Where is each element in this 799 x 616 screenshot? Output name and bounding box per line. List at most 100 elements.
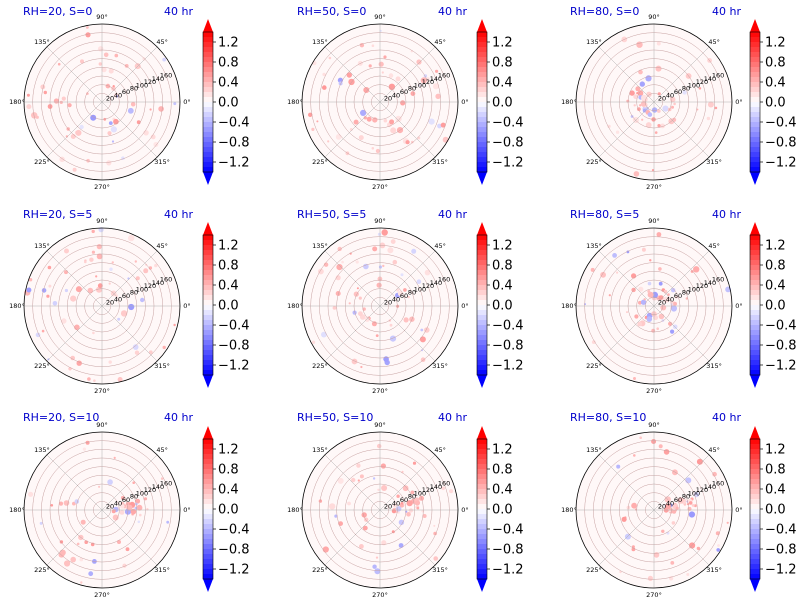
radial-tick-label: 100	[688, 489, 700, 497]
colorbar-segment	[203, 559, 213, 565]
heat-blob	[671, 288, 676, 293]
heat-blob	[381, 71, 384, 74]
heat-blob	[390, 127, 397, 134]
angular-tick-label: 0°	[461, 506, 468, 514]
heat-blob	[89, 257, 94, 262]
radial-tick-label: 100	[688, 81, 700, 89]
heat-blob	[408, 508, 414, 513]
radial-tick-label: 100	[414, 81, 426, 89]
colorbar-tick-label: 0.8	[765, 56, 786, 71]
heat-blob	[420, 328, 424, 332]
colorbar-tick-label: 0.8	[492, 463, 513, 478]
colorbar-tick-label: 0.0	[218, 299, 239, 314]
colorbar-segment	[750, 270, 760, 276]
heat-blob	[663, 296, 670, 303]
heat-blob	[726, 521, 729, 524]
colorbar-tick-label: 0.0	[492, 503, 513, 518]
colorbar-segment	[203, 325, 213, 331]
colorbar-segment	[477, 469, 487, 475]
heat-blob	[108, 360, 112, 364]
angular-tick-label: 315°	[706, 566, 722, 574]
radial-tick-label: 20	[658, 95, 666, 103]
heat-blob	[375, 334, 379, 337]
colorbar-segment	[750, 67, 760, 73]
colorbar-segment	[477, 52, 487, 58]
colorbar-segment	[477, 250, 487, 256]
heat-blob	[382, 264, 385, 268]
colorbar-segment	[203, 315, 213, 321]
colorbar-segment	[477, 534, 487, 540]
heat-blob	[111, 261, 115, 264]
colorbar-extend-min	[750, 172, 760, 185]
colorbar-segment	[477, 365, 487, 371]
heat-blob	[67, 103, 72, 108]
heat-blob	[120, 504, 125, 509]
colorbar-segment	[750, 117, 760, 123]
colorbar-segment	[750, 559, 760, 565]
heat-blob	[656, 327, 659, 331]
angular-gridline	[46, 509, 103, 566]
colorbar: 1.2 0.8 0.4 0.0 −0.4 −0.8 −1.2	[749, 222, 797, 388]
angular-tick-label: 45°	[434, 446, 446, 454]
heat-blob	[424, 269, 431, 276]
heat-blob	[111, 509, 116, 514]
heat-blob	[396, 304, 400, 308]
colorbar-segment	[477, 142, 487, 148]
colorbar-segment	[750, 142, 760, 148]
colorbar-tick-label: −0.8	[218, 339, 250, 354]
heat-blob	[52, 301, 58, 306]
heat-blob	[416, 59, 422, 65]
colorbar-segment	[203, 37, 213, 43]
radial-tick-label: 140	[430, 483, 442, 491]
colorbar-segment	[203, 235, 213, 241]
heat-blob	[639, 81, 645, 87]
radial-tick-label: 20	[106, 503, 114, 511]
radial-tick-label: 20	[384, 95, 392, 103]
colorbar-segment	[750, 519, 760, 525]
colorbar-segment	[750, 107, 760, 113]
heat-blob	[368, 64, 372, 68]
radial-tick-label: 40	[114, 499, 122, 507]
colorbar-segment	[477, 255, 487, 261]
colorbar-segment	[750, 330, 760, 336]
colorbar-segment	[750, 315, 760, 321]
angular-tick-label: 180°	[561, 98, 577, 106]
angular-tick-label: 180°	[9, 506, 25, 514]
heat-blob	[435, 93, 441, 100]
angular-gridline	[101, 101, 158, 158]
polar-spine	[575, 227, 733, 385]
colorbar-tick-label: 0.0	[218, 503, 239, 518]
heat-blob	[390, 239, 396, 245]
polar-panel: 0°45°90°135°180°225°270°315°20 40 60 801001…	[287, 5, 523, 191]
radial-tick-label: 160	[438, 480, 450, 488]
heat-blob	[421, 349, 423, 352]
heat-blob	[693, 266, 700, 273]
heat-blob	[160, 477, 164, 480]
heat-blob	[673, 301, 677, 306]
heat-blob	[694, 504, 697, 508]
colorbar-segment	[477, 102, 487, 108]
heat-blob	[389, 119, 395, 125]
colorbar-tick-label: 1.2	[765, 36, 786, 51]
radial-tick-label: 80	[130, 493, 138, 501]
colorbar-segment	[477, 37, 487, 43]
colorbar-segment	[750, 454, 760, 460]
angular-gridline	[598, 46, 655, 103]
angular-tick-label: 225°	[34, 362, 50, 370]
heat-blob	[79, 557, 84, 562]
heat-blob	[651, 107, 658, 113]
heat-blob	[641, 247, 646, 252]
colorbar-segment	[477, 167, 487, 173]
radial-tick-label: 120	[696, 282, 708, 290]
radial-tick-label: 100	[136, 489, 148, 497]
colorbar-segment	[750, 459, 760, 465]
colorbar-segment	[203, 464, 213, 470]
heat-blob	[388, 83, 396, 91]
heat-blob	[414, 500, 421, 506]
heat-blob	[360, 365, 363, 369]
colorbar-segment	[750, 444, 760, 450]
colorbar-segment	[203, 365, 213, 371]
radial-tick-label: 40	[666, 295, 674, 303]
colorbar-tick-label: 1.2	[492, 443, 513, 458]
